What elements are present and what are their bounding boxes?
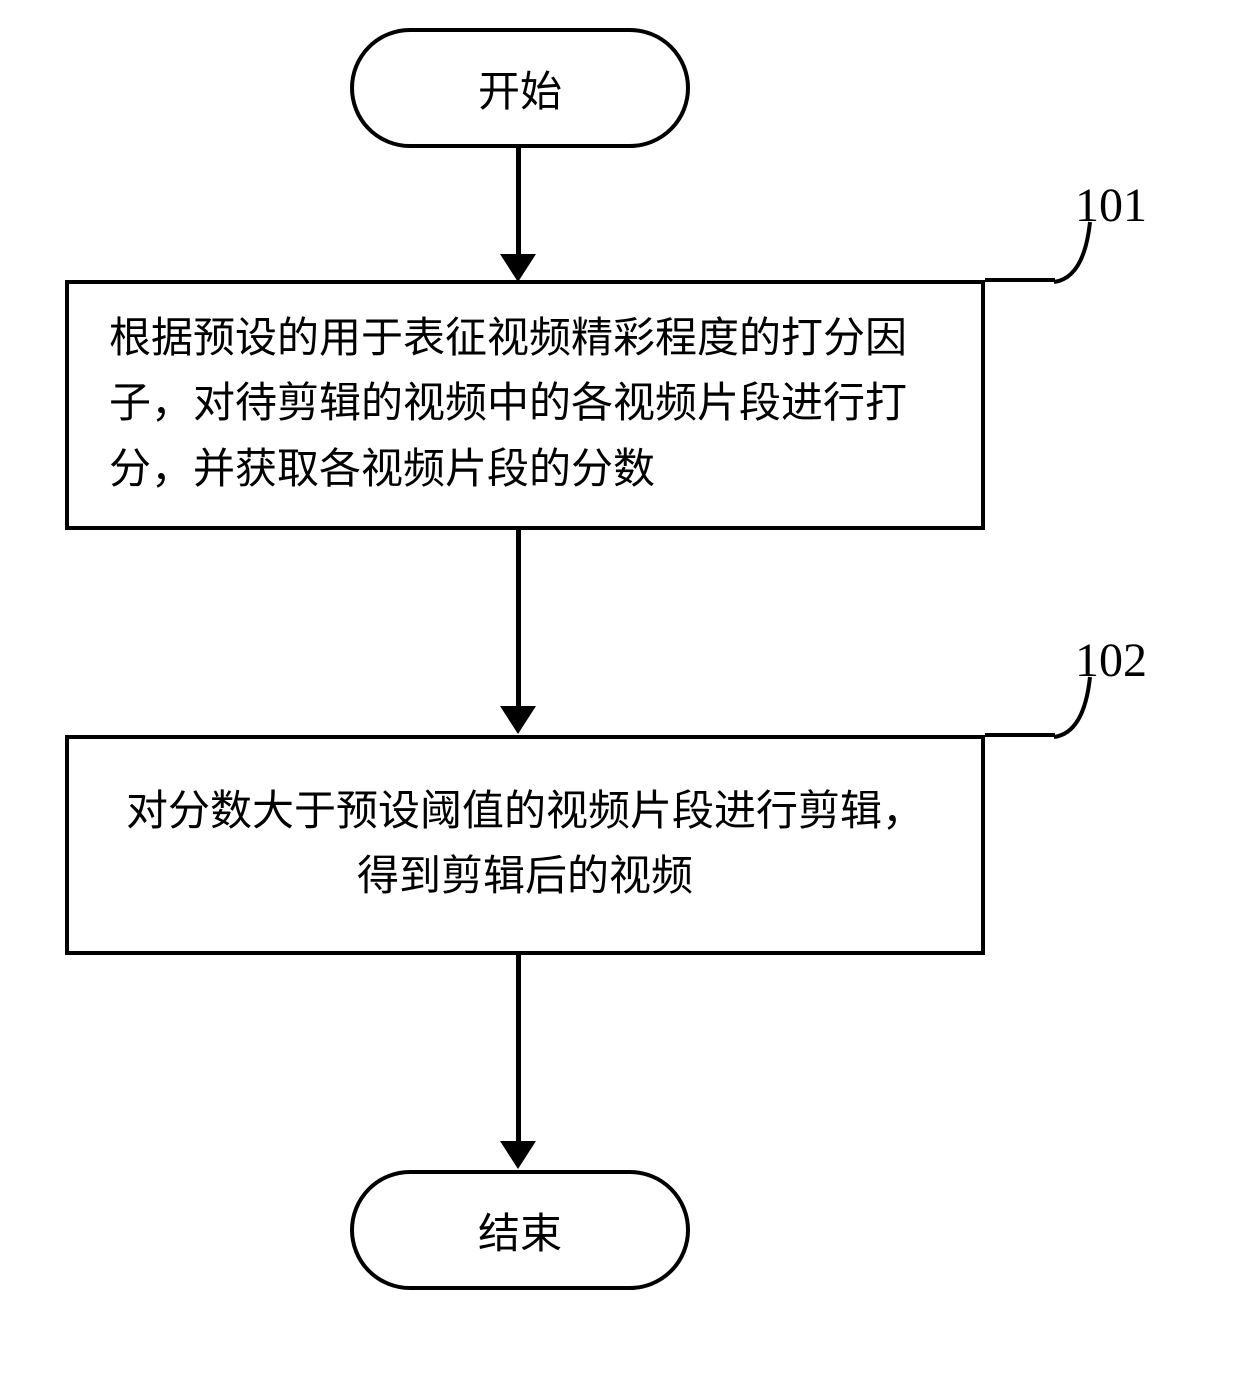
arrow-3-line [516,955,521,1145]
callout-102-label: 102 [1075,633,1147,688]
callout-101-label: 101 [1075,178,1147,233]
arrow-2-head [500,706,536,734]
step2-label: 对分数大于预设阈值的视频片段进行剪辑，得到剪辑后的视频 [109,780,941,910]
arrow-1-head [500,254,536,282]
step2-node: 对分数大于预设阈值的视频片段进行剪辑，得到剪辑后的视频 [65,735,985,955]
arrow-3-head [500,1141,536,1169]
start-node: 开始 [350,28,690,148]
arrow-2-line [516,530,521,710]
callout-101-hline [985,278,1055,282]
callout-102-hline [985,733,1055,737]
end-node: 结束 [350,1170,690,1290]
step1-node: 根据预设的用于表征视频精彩程度的打分因子，对待剪辑的视频中的各视频片段进行打分，… [65,280,985,530]
start-label: 开始 [478,58,562,119]
arrow-1-line [516,148,521,258]
step1-label: 根据预设的用于表征视频精彩程度的打分因子，对待剪辑的视频中的各视频片段进行打分，… [109,307,941,502]
end-label: 结束 [478,1200,562,1261]
